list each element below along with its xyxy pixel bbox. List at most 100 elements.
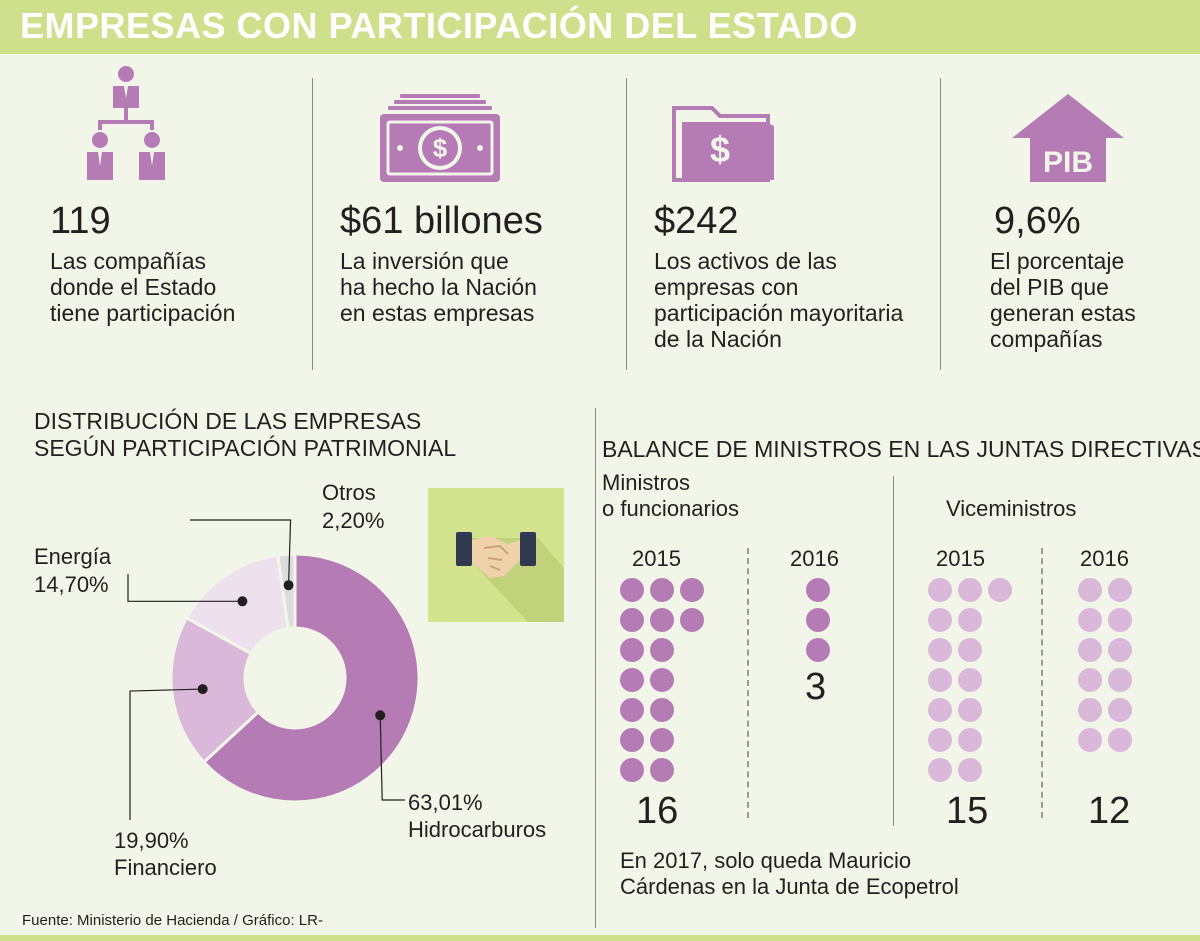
minister-dot — [1078, 728, 1102, 752]
slice-financiero — [169, 615, 261, 765]
slice-value-hidrocarburos: 63,01% — [408, 790, 483, 815]
leader-dot — [283, 580, 294, 591]
minister-dot — [680, 608, 704, 632]
minister-dot — [620, 758, 644, 782]
leader-line — [129, 688, 203, 820]
divider — [312, 78, 313, 370]
minister-dot — [620, 668, 644, 692]
group-label-ministros: Ministros o funcionarios — [602, 470, 739, 521]
leader-line — [190, 519, 292, 586]
minister-dot — [620, 698, 644, 722]
total-count: 12 — [1088, 790, 1131, 832]
minister-dot — [650, 608, 674, 632]
divider — [893, 476, 894, 826]
total-count: 16 — [636, 790, 679, 832]
minister-dot — [1108, 578, 1132, 602]
stat-value: 9,6% — [994, 200, 1081, 242]
minister-dot — [958, 578, 982, 602]
svg-text:$: $ — [433, 133, 448, 163]
minister-dot — [1078, 608, 1102, 632]
minister-dot — [958, 608, 982, 632]
minister-dot — [988, 578, 1012, 602]
stat-value: 119 — [50, 200, 111, 242]
bottom-bar — [0, 935, 1200, 941]
slice-energía — [184, 553, 290, 656]
minister-dot — [650, 668, 674, 692]
minister-dot — [928, 578, 952, 602]
leader-dot — [375, 710, 386, 721]
minister-dot — [1108, 608, 1132, 632]
slice-value-otros: 2,20% — [322, 508, 385, 533]
minister-dot — [806, 578, 830, 602]
stat-value: $61 billones — [340, 200, 543, 242]
minister-dot — [680, 578, 704, 602]
year-label: 2015 — [936, 546, 985, 571]
stat-description: Las compañías donde el Estado tiene part… — [50, 248, 236, 326]
minister-dot — [650, 698, 674, 722]
minister-dot — [1108, 728, 1132, 752]
minister-dot — [958, 728, 982, 752]
minister-dot — [806, 608, 830, 632]
minister-dot — [928, 608, 952, 632]
org-chart-icon — [87, 66, 165, 180]
minister-dot — [928, 728, 952, 752]
minister-dots — [620, 578, 1132, 782]
minister-dot — [958, 698, 982, 722]
leader-dot — [237, 596, 248, 607]
slice-value-financiero: 19,90% — [114, 828, 189, 853]
minister-dot — [1108, 668, 1132, 692]
divider — [595, 408, 596, 928]
donut-chart-title: DISTRIBUCIÓN DE LAS EMPRESAS SEGÚN PARTI… — [34, 408, 457, 461]
slice-name-energia: Energía — [34, 544, 112, 569]
total-count: 15 — [946, 790, 989, 832]
dashed-divider — [1041, 548, 1043, 818]
minister-dot — [958, 758, 982, 782]
minister-dot — [928, 638, 952, 662]
header-banner: EMPRESAS CON PARTICIPACIÓN DEL ESTADO — [0, 0, 1200, 54]
minister-dot — [1108, 698, 1132, 722]
divider — [626, 78, 627, 370]
pib-icon-label: PIB — [1043, 146, 1093, 179]
ministers-title: BALANCE DE MINISTROS EN LAS JUNTAS DIREC… — [602, 436, 1200, 462]
svg-text:$: $ — [710, 129, 730, 170]
stat-description: Los activos de las empresas con particip… — [654, 248, 904, 352]
minister-dot — [928, 698, 952, 722]
minister-dot — [928, 758, 952, 782]
leader-line — [379, 715, 405, 801]
slice-hidrocarburos — [201, 552, 421, 804]
minister-dot — [1108, 638, 1132, 662]
dashed-divider — [747, 548, 749, 818]
source-credit: Fuente: Ministerio de Hacienda / Gráfico… — [22, 912, 323, 929]
minister-dot — [1078, 578, 1102, 602]
slice-otros — [276, 552, 297, 631]
stat-description: La inversión que ha hecho la Nación en e… — [340, 248, 537, 326]
leader-line — [127, 574, 243, 602]
money-folder-icon: $ — [672, 106, 774, 182]
banknote-icon: $ — [380, 94, 500, 182]
minister-dot — [1078, 698, 1102, 722]
group-label-viceministros: Viceministros — [946, 496, 1077, 521]
stat-description: El porcentaje del PIB que generan estas … — [990, 248, 1136, 352]
pib-arrow-icon: PIB — [1012, 94, 1124, 182]
minister-dot — [620, 578, 644, 602]
page-title: EMPRESAS CON PARTICIPACIÓN DEL ESTADO — [20, 5, 858, 46]
handshake-icon — [428, 488, 564, 622]
slice-name-otros: Otros — [322, 480, 376, 505]
year-label: 2016 — [1080, 546, 1129, 571]
slice-name-hidrocarburos: Hidrocarburos — [408, 817, 547, 842]
year-label: 2015 — [632, 546, 681, 571]
stat-value: $242 — [654, 200, 739, 242]
leader-dot — [197, 684, 208, 695]
slice-name-financiero: Financiero — [114, 855, 217, 880]
minister-dot — [620, 638, 644, 662]
minister-dot — [1078, 638, 1102, 662]
divider — [940, 78, 941, 370]
minister-dot — [1078, 668, 1102, 692]
slice-value-energia: 14,70% — [34, 572, 109, 597]
footnote: En 2017, solo queda Mauricio Cárdenas en… — [620, 848, 959, 899]
minister-dot — [958, 638, 982, 662]
minister-dot — [620, 608, 644, 632]
minister-dot — [958, 668, 982, 692]
donut-chart — [127, 519, 421, 820]
minister-dot — [650, 758, 674, 782]
